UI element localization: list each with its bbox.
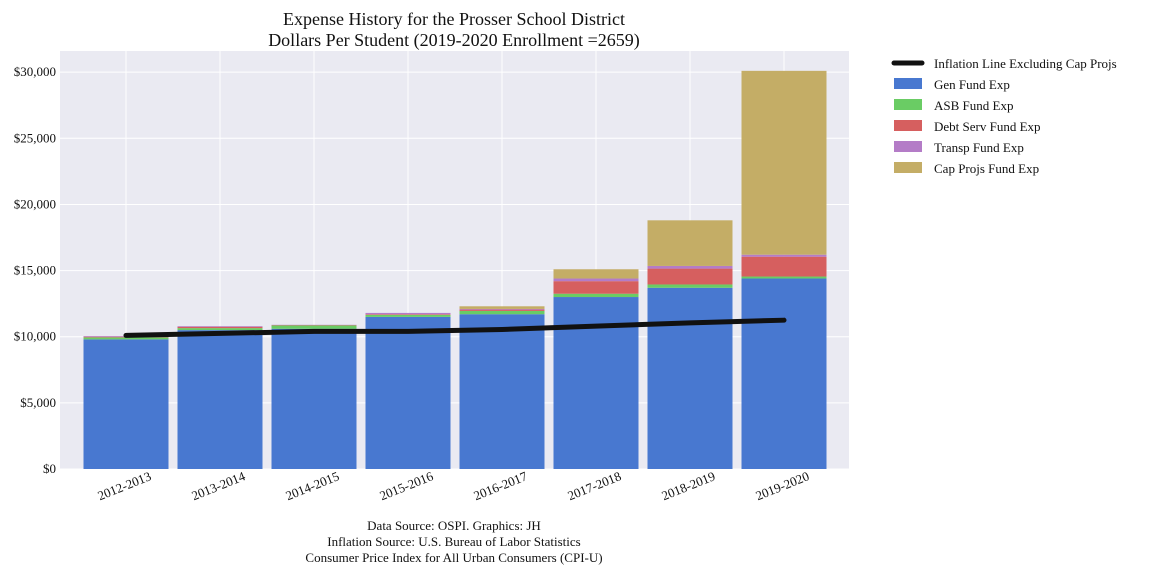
chart-title: Expense History for the Prosser School D… — [283, 9, 625, 29]
bar-cap-projs-fund-exp-2018-2019 — [647, 220, 733, 266]
bar-debt-serv-fund-exp-2019-2020 — [741, 256, 827, 277]
bar-asb-fund-exp-2015-2016 — [365, 314, 451, 317]
source-line-data: Data Source: OSPI. Graphics: JH — [367, 518, 541, 533]
bar-transp-fund-exp-2013-2014 — [177, 326, 263, 327]
legend-label-asb-fund: ASB Fund Exp — [934, 98, 1013, 113]
x-tick-label: 2016-2017 — [471, 468, 529, 503]
bar-asb-fund-exp-2016-2017 — [459, 310, 545, 315]
y-tick-label: $30,000 — [14, 64, 56, 79]
legend-label-cap-projs-fund: Cap Projs Fund Exp — [934, 161, 1039, 176]
legend-swatch-cap-projs-fund — [894, 162, 922, 173]
source-line-cpi: Consumer Price Index for All Urban Consu… — [305, 550, 602, 565]
bar-asb-fund-exp-2014-2015 — [271, 325, 357, 329]
legend-label-debt-serv-fund: Debt Serv Fund Exp — [934, 119, 1041, 134]
x-tick-label: 2012-2013 — [95, 468, 153, 503]
bar-asb-fund-exp-2018-2019 — [647, 284, 733, 288]
x-tick-labels: 2012-2013 2013-2014 2014-2015 2015-2016 2016… — [95, 468, 811, 503]
bar-debt-serv-fund-exp-2013-2014 — [177, 326, 263, 329]
x-tick-label: 2014-2015 — [283, 468, 341, 503]
y-tick-label: $25,000 — [14, 130, 56, 145]
bar-debt-serv-fund-exp-2018-2019 — [647, 268, 733, 285]
x-tick-label: 2017-2018 — [565, 468, 623, 503]
bar-cap-projs-fund-exp-2019-2020 — [741, 70, 827, 255]
y-tick-label: $0 — [43, 461, 56, 476]
bar-gen-fund-exp-2012-2013 — [83, 339, 169, 469]
bar-transp-fund-exp-2018-2019 — [647, 265, 733, 269]
x-tick-label: 2019-2020 — [753, 468, 811, 503]
bar-asb-fund-exp-2012-2013 — [83, 337, 169, 340]
legend-swatch-debt-serv-fund — [894, 120, 922, 131]
inflation-line — [123, 317, 787, 338]
bar-gen-fund-exp-2019-2020 — [741, 278, 827, 469]
y-tick-label: $20,000 — [14, 196, 56, 211]
source-line-inflation: Inflation Source: U.S. Bureau of Labor S… — [327, 534, 580, 549]
x-tick-label: 2018-2019 — [659, 468, 717, 503]
bar-cap-projs-fund-exp-2017-2018 — [553, 269, 639, 279]
y-tick-label: $10,000 — [14, 329, 56, 344]
y-tick-label: $15,000 — [14, 263, 56, 278]
inflation-line-layer — [123, 317, 787, 338]
bar-debt-serv-fund-exp-2015-2016 — [365, 314, 451, 315]
legend-label-transp-fund: Transp Fund Exp — [934, 140, 1024, 155]
bar-gen-fund-exp-2013-2014 — [177, 330, 263, 469]
bar-gen-fund-exp-2018-2019 — [647, 287, 733, 469]
legend-swatch-gen-fund — [894, 78, 922, 89]
bar-transp-fund-exp-2016-2017 — [459, 308, 545, 310]
x-tick-label: 2013-2014 — [189, 468, 247, 503]
x-tick-label: 2015-2016 — [377, 468, 435, 503]
legend-swatch-asb-fund — [894, 99, 922, 110]
bar-asb-fund-exp-2019-2020 — [741, 276, 827, 279]
y-tick-labels: $0 $5,000 $10,000 $15,000 $20,000 $25,000 $30,… — [14, 64, 56, 476]
legend: Inflation Line Excluding Cap Projs Gen F… — [891, 56, 1117, 176]
bar-asb-fund-exp-2017-2018 — [553, 293, 639, 298]
bar-debt-serv-fund-exp-2016-2017 — [459, 309, 545, 311]
bar-transp-fund-exp-2019-2020 — [741, 254, 827, 257]
y-tick-label: $5,000 — [20, 395, 56, 410]
legend-swatch-transp-fund — [894, 141, 922, 152]
legend-label-inflation-line: Inflation Line Excluding Cap Projs — [934, 56, 1117, 71]
bar-transp-fund-exp-2015-2016 — [365, 312, 451, 315]
bar-gen-fund-exp-2014-2015 — [271, 328, 357, 469]
bars — [83, 70, 827, 469]
chart-subtitle: Dollars Per Student (2019-2020 Enrollmen… — [268, 30, 640, 51]
bar-debt-serv-fund-exp-2017-2018 — [553, 281, 639, 294]
bar-asb-fund-exp-2013-2014 — [177, 328, 263, 331]
bar-cap-projs-fund-exp-2016-2017 — [459, 306, 545, 309]
bar-gen-fund-exp-2016-2017 — [459, 314, 545, 469]
bar-gen-fund-exp-2015-2016 — [365, 316, 451, 469]
bar-transp-fund-exp-2017-2018 — [553, 278, 639, 282]
legend-label-gen-fund: Gen Fund Exp — [934, 77, 1010, 92]
